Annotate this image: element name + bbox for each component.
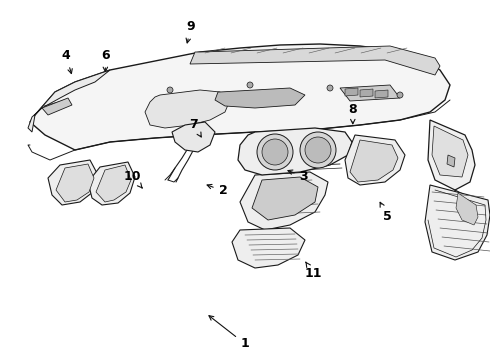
- Circle shape: [262, 139, 288, 165]
- Polygon shape: [425, 185, 490, 260]
- Polygon shape: [145, 90, 230, 128]
- Polygon shape: [28, 70, 110, 132]
- Polygon shape: [345, 88, 358, 96]
- Polygon shape: [432, 126, 468, 177]
- Polygon shape: [252, 177, 318, 220]
- Text: 2: 2: [207, 184, 227, 197]
- Text: 6: 6: [101, 49, 110, 72]
- Circle shape: [305, 137, 331, 163]
- Polygon shape: [350, 140, 398, 182]
- Polygon shape: [375, 90, 388, 98]
- Polygon shape: [88, 162, 135, 205]
- Polygon shape: [190, 46, 440, 75]
- Polygon shape: [96, 165, 131, 202]
- Text: 3: 3: [288, 170, 308, 183]
- Text: 10: 10: [123, 170, 142, 188]
- Circle shape: [327, 85, 333, 91]
- Circle shape: [397, 92, 403, 98]
- Polygon shape: [453, 190, 482, 228]
- Polygon shape: [360, 89, 373, 97]
- Polygon shape: [447, 155, 455, 167]
- Polygon shape: [345, 135, 405, 185]
- Text: 8: 8: [348, 103, 357, 124]
- Polygon shape: [240, 172, 328, 230]
- Polygon shape: [30, 44, 450, 150]
- Polygon shape: [232, 228, 305, 268]
- Polygon shape: [238, 128, 352, 175]
- Circle shape: [247, 82, 253, 88]
- Text: 11: 11: [305, 262, 322, 280]
- Circle shape: [167, 87, 173, 93]
- Text: 4: 4: [62, 49, 72, 73]
- Text: 7: 7: [189, 118, 201, 137]
- Polygon shape: [215, 88, 305, 108]
- Text: 1: 1: [209, 316, 249, 350]
- Polygon shape: [42, 98, 72, 115]
- Text: 5: 5: [380, 202, 392, 222]
- Polygon shape: [48, 160, 98, 205]
- Text: 9: 9: [186, 21, 196, 43]
- Circle shape: [257, 134, 293, 170]
- Polygon shape: [456, 193, 478, 225]
- Polygon shape: [340, 85, 400, 101]
- Polygon shape: [172, 122, 215, 152]
- Polygon shape: [428, 120, 475, 190]
- Circle shape: [300, 132, 336, 168]
- Polygon shape: [56, 164, 94, 202]
